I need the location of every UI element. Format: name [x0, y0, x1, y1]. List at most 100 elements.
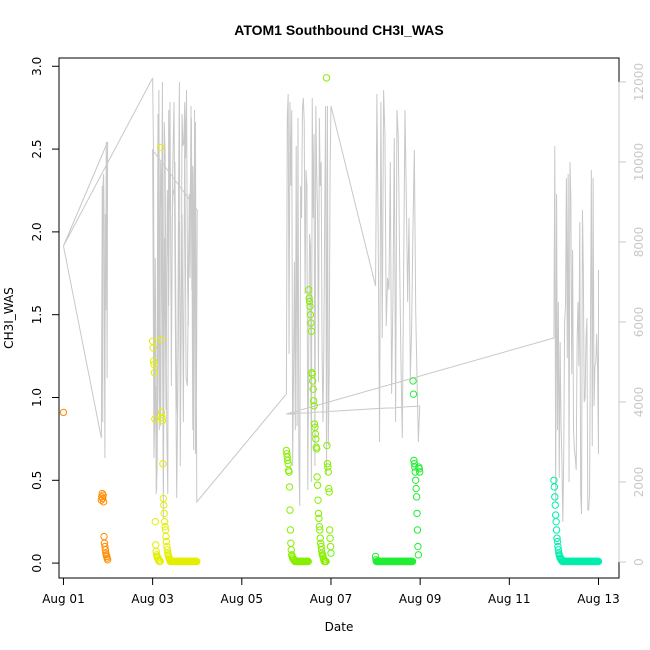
data-point	[313, 473, 321, 481]
y-tick-label: 2.0	[30, 222, 44, 241]
data-point	[411, 476, 420, 484]
data-point	[307, 327, 316, 335]
data-point	[414, 542, 422, 551]
data-point	[161, 522, 169, 531]
data-point	[284, 456, 292, 465]
data-point	[98, 489, 106, 498]
y2-axis: 0 2000 4000 6000 8000 10000 12000	[618, 63, 646, 566]
data-point	[305, 294, 313, 302]
data-point	[98, 493, 106, 501]
data-point	[98, 494, 107, 503]
y-tick-label: 0.5	[30, 471, 44, 490]
y-axis-label: CH3I_WAS	[2, 287, 16, 349]
x-tick-label: Aug 07	[310, 592, 353, 606]
data-point	[162, 537, 171, 546]
data-point	[322, 557, 330, 566]
data-point	[59, 408, 68, 417]
data-point	[149, 357, 158, 365]
data-point	[316, 534, 324, 542]
data-point	[308, 377, 317, 385]
y2-tick-label: 10000	[632, 143, 646, 181]
data-point	[412, 493, 421, 501]
data-point	[409, 390, 418, 398]
data-point	[313, 445, 321, 453]
data-point	[309, 397, 318, 405]
y2-tick-label: 12000	[632, 63, 646, 101]
data-point	[304, 557, 312, 566]
data-point	[157, 408, 166, 417]
x-tick-label: Aug 01	[42, 592, 85, 606]
data-point	[409, 377, 417, 385]
data-point	[324, 463, 332, 471]
data-point	[324, 468, 332, 476]
data-point	[304, 286, 313, 294]
data-point	[552, 517, 560, 526]
data-point	[310, 402, 318, 410]
data-point	[159, 460, 167, 468]
data-point	[156, 557, 164, 566]
data-point	[160, 509, 168, 518]
data-point	[415, 465, 423, 473]
y-tick-label: 3.0	[30, 57, 44, 76]
data-point	[323, 441, 331, 450]
data-point	[306, 302, 314, 311]
data-point	[99, 498, 108, 506]
data-point	[553, 534, 561, 542]
y-tick-label: 2.5	[30, 140, 44, 159]
data-point	[314, 496, 322, 504]
data-point	[550, 483, 559, 491]
data-point	[594, 557, 603, 566]
data-point	[306, 310, 315, 319]
data-point	[325, 526, 334, 534]
data-point	[160, 517, 169, 526]
y-tick-label: 1.0	[30, 388, 44, 407]
data-point	[103, 556, 112, 564]
data-point	[416, 468, 424, 476]
y2-tick-label: 8000	[632, 227, 646, 258]
data-point	[310, 420, 319, 428]
data-point	[285, 483, 294, 491]
data-point	[325, 488, 333, 496]
data-point	[413, 526, 422, 534]
data-point	[193, 557, 201, 566]
data-point	[311, 430, 320, 438]
data-point	[315, 514, 323, 523]
secondary-series-line	[62, 77, 599, 523]
chart-title: ATOM1 Southbound CH3I_WAS	[234, 22, 443, 38]
data-point	[414, 551, 423, 559]
data-point	[162, 532, 170, 541]
x-axis-label: Date	[325, 620, 354, 634]
y2-tick-label: 2000	[632, 467, 646, 498]
data-point	[322, 74, 331, 82]
y2-tick-label: 0	[632, 558, 646, 566]
data-point	[553, 537, 562, 546]
data-point	[151, 517, 160, 526]
data-point	[160, 501, 168, 509]
y-tick-label: 1.5	[30, 305, 44, 324]
data-point	[286, 506, 294, 514]
data-point	[325, 484, 333, 493]
y2-tick-label: 4000	[632, 387, 646, 418]
data-point	[323, 460, 332, 468]
data-point	[307, 319, 315, 327]
data-point	[316, 526, 324, 534]
data-point	[150, 360, 158, 369]
data-point	[313, 481, 322, 489]
data-point	[412, 484, 420, 493]
y2-tick-label: 6000	[632, 307, 646, 338]
data-point	[285, 468, 293, 476]
data-point	[151, 415, 159, 423]
x-tick-label: Aug 03	[131, 592, 174, 606]
data-point	[158, 413, 166, 422]
data-point	[157, 335, 165, 344]
data-point	[305, 297, 314, 306]
data-point	[551, 501, 559, 509]
points-layer	[59, 74, 603, 566]
secondary-line	[62, 77, 599, 523]
x-tick-label: Aug 09	[399, 592, 442, 606]
data-point	[315, 522, 324, 531]
data-point	[149, 344, 157, 352]
data-point	[314, 509, 323, 518]
x-axis: Aug 01 Aug 03 Aug 05 Aug 07 Aug 09 Aug 11 Aug …	[42, 577, 620, 606]
